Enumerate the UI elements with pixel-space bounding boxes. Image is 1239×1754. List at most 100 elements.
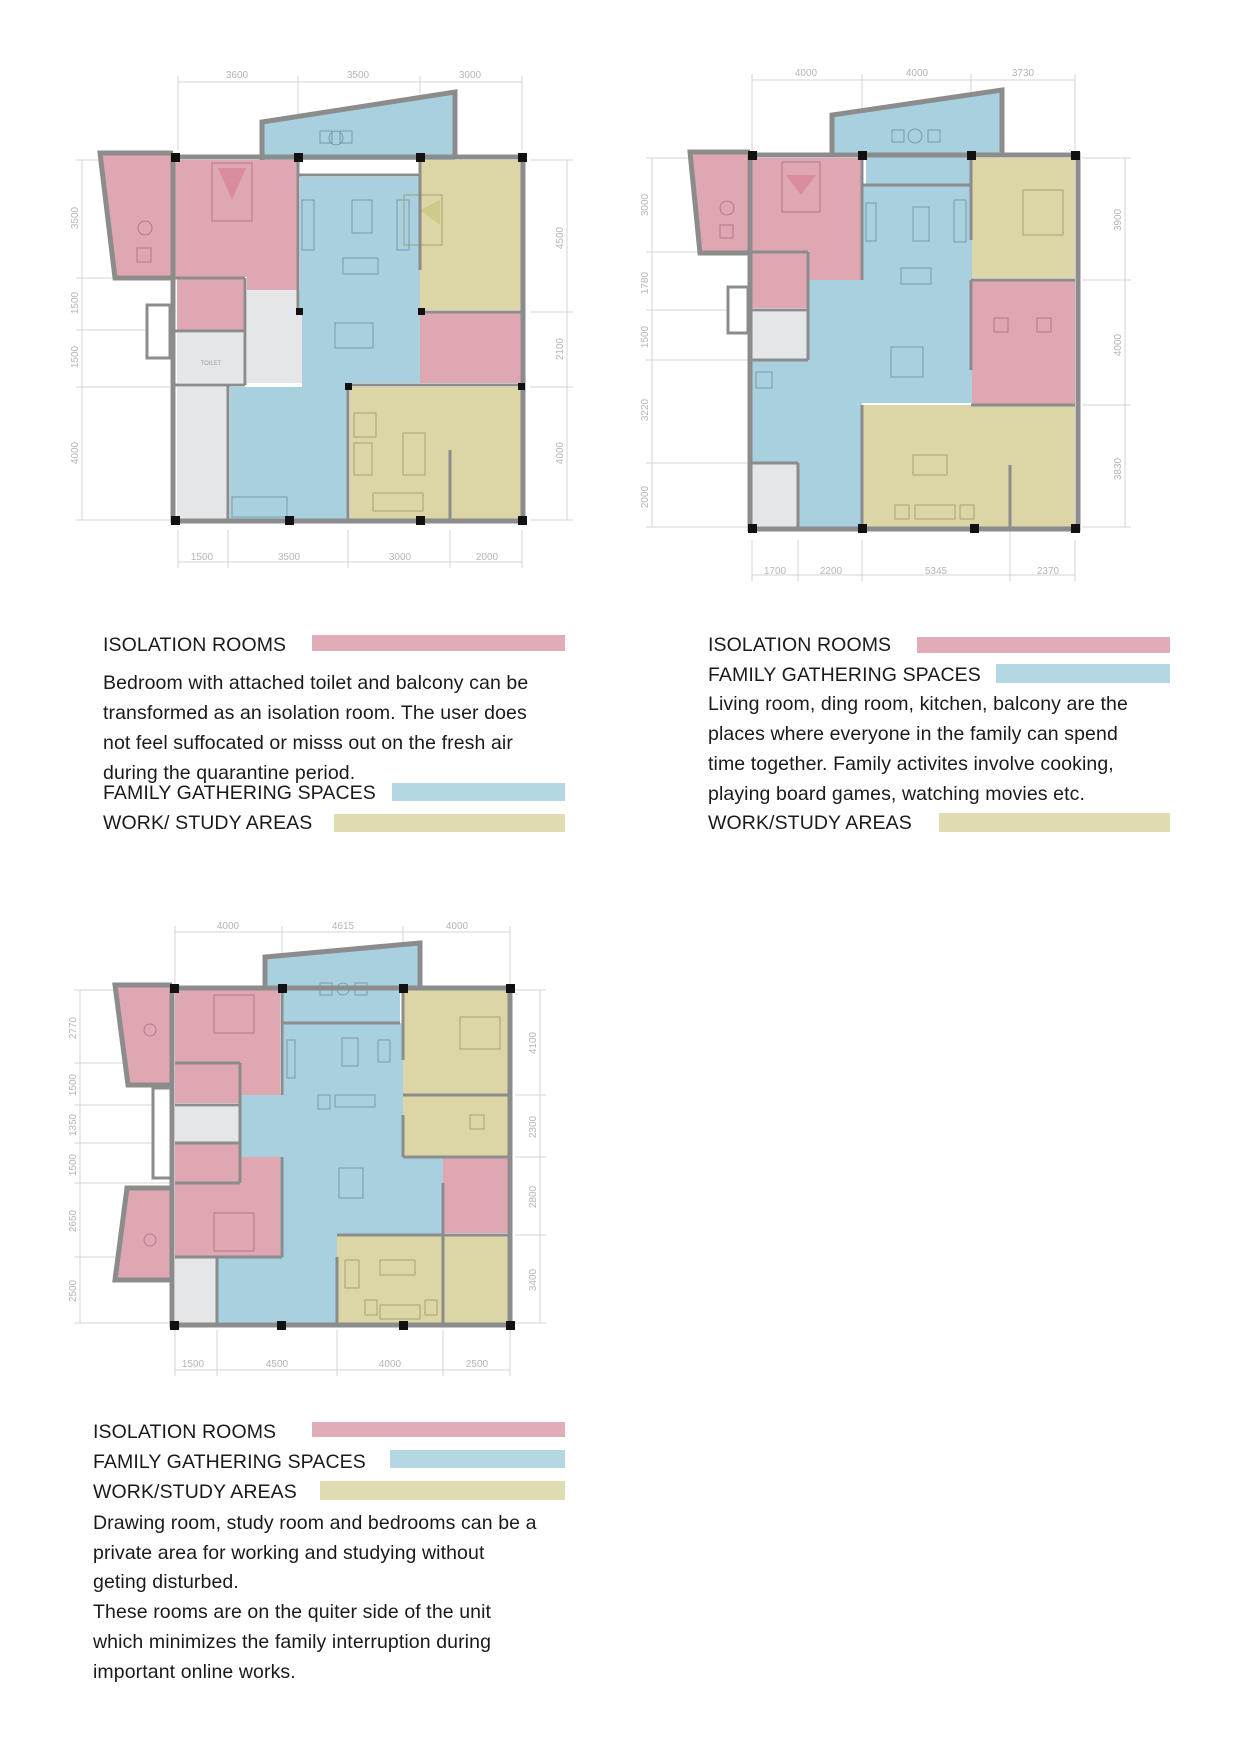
dim-top-3: 3730: [1012, 68, 1035, 79]
dim-right-1: 3900: [1113, 208, 1124, 231]
legend-family-swatch: [390, 1450, 565, 1468]
balcony: [262, 92, 455, 160]
dim-right-3: 4000: [555, 441, 566, 464]
floor-plan-1: 3600 3500 3000 1500 3500 3000 2000 3500 …: [70, 70, 573, 568]
bedroom-2: [420, 160, 522, 310]
dim-left-6: 2500: [68, 1279, 79, 1302]
study-room: [972, 280, 1075, 405]
legend-description-line: time together. Family activites involve …: [708, 753, 1114, 775]
legend-family-swatch: [996, 664, 1170, 683]
dim-top-2: 3500: [347, 70, 370, 81]
legend-family-swatch: [392, 783, 565, 801]
toilet-1: [177, 278, 245, 330]
legend-isolation-swatch: [312, 1422, 565, 1437]
legend-description-line: Drawing room, study room and bedrooms ca…: [93, 1512, 537, 1534]
legend-description-line: private area for working and studying wi…: [93, 1542, 485, 1564]
utility: [177, 387, 228, 520]
legend-work-swatch: [939, 813, 1170, 832]
side-balcony: [690, 152, 750, 253]
legend-description-line: important online works.: [93, 1661, 296, 1683]
dim-right-1: 4100: [528, 1031, 539, 1054]
dim-bottom-2: 3500: [278, 552, 301, 563]
drawing-room: [337, 1235, 508, 1323]
living-dining: [230, 177, 420, 520]
rooms: [690, 90, 1075, 527]
legend-work-label: WORK/STUDY AREAS: [708, 812, 912, 834]
legend-work-swatch: [334, 814, 565, 832]
pink-room: [443, 1158, 508, 1233]
furniture: [136, 130, 443, 518]
dim-top-1: 4000: [217, 921, 240, 932]
dim-left-1: 3000: [640, 193, 651, 216]
dim-right-3: 2800: [528, 1185, 539, 1208]
dim-left-1: 2770: [68, 1016, 79, 1039]
shaft: [145, 303, 172, 360]
legend-description-line: not feel suffocated or misss out on the …: [103, 732, 513, 754]
study-room: [403, 1095, 508, 1157]
walls: [97, 89, 527, 525]
balcony: [832, 90, 1002, 185]
dim-bottom-4: 2500: [466, 1359, 489, 1370]
toilet-1: [175, 1063, 240, 1103]
dim-left-4: 1500: [68, 1153, 79, 1176]
dim-bottom-2: 4500: [266, 1359, 289, 1370]
legend-work-label: WORK/ STUDY AREAS: [103, 812, 313, 834]
legend-description-line: which minimizes the family interruption …: [93, 1631, 492, 1653]
legend-isolation-swatch: [312, 635, 565, 651]
bedroom-1: [175, 990, 280, 1063]
room-label-toilet: TOILET: [201, 361, 222, 367]
dim-left-1: 3500: [70, 206, 81, 229]
drawing-room: [350, 387, 522, 520]
dim-left-2: 1780: [640, 271, 651, 294]
dim-right-2: 2100: [555, 337, 566, 360]
shaft: [726, 285, 750, 335]
dim-top-3: 4000: [446, 921, 469, 932]
dim-left-3: 1350: [68, 1113, 79, 1136]
dim-bottom-1: 1700: [764, 566, 787, 577]
furniture: [143, 982, 501, 1320]
living-dining-kitchen: [217, 1023, 443, 1323]
legend-isolation-swatch: [917, 637, 1170, 653]
side-balcony: [100, 153, 173, 278]
legend-description-line: during the quarantine period.: [103, 762, 356, 784]
dim-left-3: 1500: [70, 345, 81, 368]
dim-right-2: 2300: [528, 1115, 539, 1138]
dim-bottom-4: 2370: [1037, 566, 1060, 577]
dim-left-4: 4000: [70, 441, 81, 464]
floor-plan-3: 4000 4615 4000 1500 4500 4000 2500 2770 …: [68, 921, 546, 1376]
legend-description-line: playing board games, watching movies etc…: [708, 783, 1085, 805]
dim-top-3: 3000: [459, 70, 482, 81]
legend-isolation-label: ISOLATION ROOMS: [93, 1421, 277, 1443]
rooms: [100, 92, 522, 520]
dim-right-2: 4000: [1113, 333, 1124, 356]
utility: [175, 1258, 217, 1323]
bedroom-1: [175, 160, 298, 312]
side-balcony-2: [115, 1188, 172, 1280]
dim-left-5: 2650: [68, 1209, 79, 1232]
bedroom-2: [972, 158, 1075, 278]
floor-plan-2: 4000 4000 3730 1700 2200 5345 2370 3000 …: [640, 68, 1131, 581]
dim-right-1: 4500: [555, 226, 566, 249]
dim-left-4: 3220: [640, 398, 651, 421]
legend-description-line: Living room, ding room, kitchen, balcony…: [708, 693, 1128, 715]
walls: [687, 87, 1081, 533]
legend-description-line: geting disturbed.: [93, 1571, 239, 1593]
legend-description-line: transformed as an isolation room. The us…: [103, 702, 527, 724]
toilet-3: [175, 1143, 240, 1183]
dim-bottom-3: 5345: [925, 566, 948, 577]
toilet-1: [752, 252, 808, 308]
legend-description-line: places where everyone in the family can …: [708, 723, 1118, 745]
legend-description-line: These rooms are on the quiter side of th…: [93, 1601, 492, 1623]
legend-family-label: FAMILY GATHERING SPACES: [103, 782, 376, 804]
drawing-room: [862, 405, 1075, 527]
toilet-2: [175, 1107, 240, 1142]
dim-bottom-3: 4000: [379, 1359, 402, 1370]
dim-left-2: 1500: [70, 291, 81, 314]
living-dining-kitchen: [752, 185, 972, 527]
bedroom-1-lower: [240, 1063, 280, 1095]
dim-bottom-3: 3000: [389, 552, 412, 563]
bedroom-3: [403, 990, 508, 1095]
furniture: [719, 128, 1064, 520]
legend-isolation-label: ISOLATION ROOMS: [708, 634, 892, 656]
